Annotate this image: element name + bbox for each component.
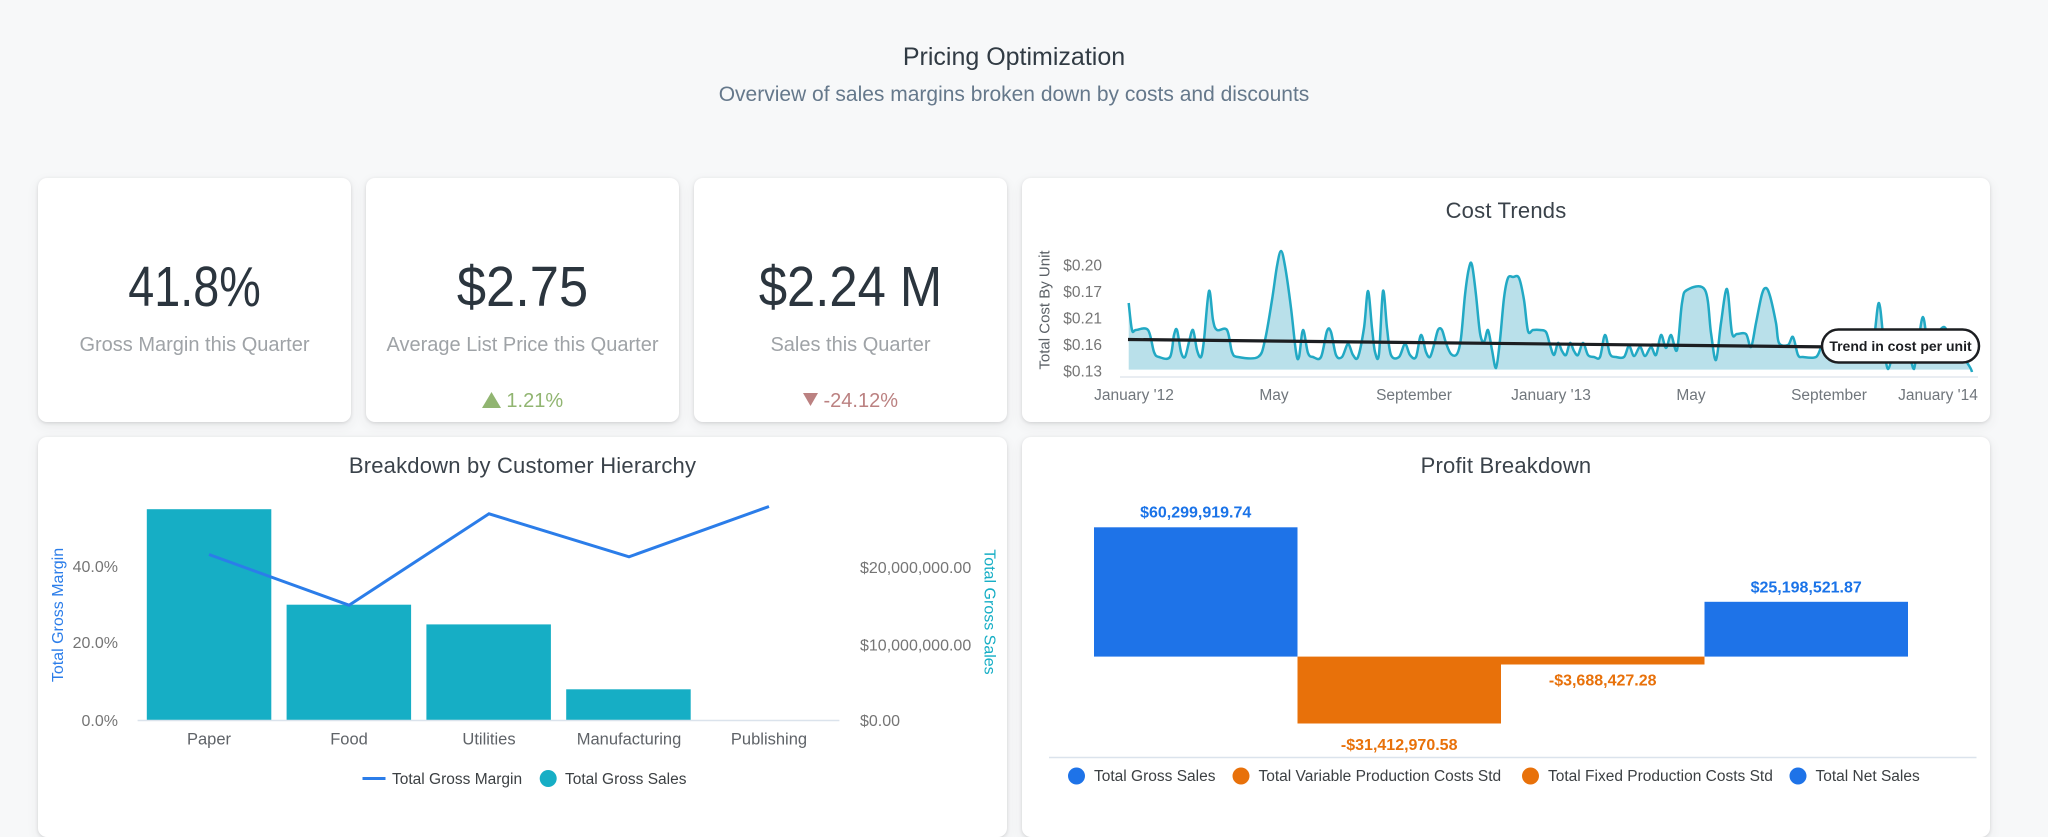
svg-text:Total Gross Sales: Total Gross Sales [1094, 768, 1216, 785]
svg-text:January '13: January '13 [1511, 387, 1591, 404]
svg-text:20.0%: 20.0% [73, 635, 118, 652]
svg-text:Paper: Paper [187, 731, 232, 749]
svg-text:September: September [1376, 387, 1452, 404]
svg-text:$10,000,000.00: $10,000,000.00 [860, 638, 971, 655]
svg-text:September: September [1791, 387, 1867, 404]
svg-text:Total Net Sales: Total Net Sales [1816, 768, 1920, 785]
svg-text:Publishing: Publishing [731, 731, 807, 749]
svg-text:$0.16: $0.16 [1063, 337, 1102, 354]
svg-text:$60,299,919.74: $60,299,919.74 [1140, 505, 1251, 522]
svg-text:40.0%: 40.0% [73, 559, 118, 576]
svg-text:$0.21: $0.21 [1063, 311, 1102, 328]
svg-text:January '12: January '12 [1094, 387, 1174, 404]
svg-text:$25,198,521.87: $25,198,521.87 [1751, 580, 1862, 597]
svg-text:Manufacturing: Manufacturing [577, 731, 682, 749]
svg-text:0.0%: 0.0% [82, 713, 118, 730]
svg-text:Trend in cost per unit: Trend in cost per unit [1829, 338, 1972, 354]
svg-text:Food: Food [330, 731, 368, 749]
svg-text:-$31,412,970.58: -$31,412,970.58 [1341, 737, 1458, 754]
svg-text:$0.17: $0.17 [1063, 284, 1102, 301]
svg-text:May: May [1676, 387, 1706, 404]
svg-text:$0.13: $0.13 [1063, 364, 1102, 381]
svg-text:$0.20: $0.20 [1063, 258, 1102, 275]
svg-text:May: May [1259, 387, 1289, 404]
svg-text:$20,000,000.00: $20,000,000.00 [860, 560, 971, 577]
svg-text:January '14: January '14 [1898, 387, 1978, 404]
svg-text:Total Gross Margin: Total Gross Margin [392, 771, 522, 788]
svg-text:Total Gross Sales: Total Gross Sales [565, 771, 687, 788]
svg-text:Total Cost By Unit: Total Cost By Unit [1037, 250, 1054, 370]
svg-text:-$3,688,427.28: -$3,688,427.28 [1549, 673, 1657, 690]
svg-text:Total Variable Production Cost: Total Variable Production Costs Std [1259, 768, 1502, 785]
svg-text:Total Fixed Production Costs S: Total Fixed Production Costs Std [1548, 768, 1773, 785]
svg-text:Utilities: Utilities [462, 731, 515, 749]
svg-text:Total Gross Sales: Total Gross Sales [981, 549, 998, 674]
svg-text:$0.00: $0.00 [860, 713, 900, 730]
svg-text:Total Gross Margin: Total Gross Margin [50, 548, 67, 682]
